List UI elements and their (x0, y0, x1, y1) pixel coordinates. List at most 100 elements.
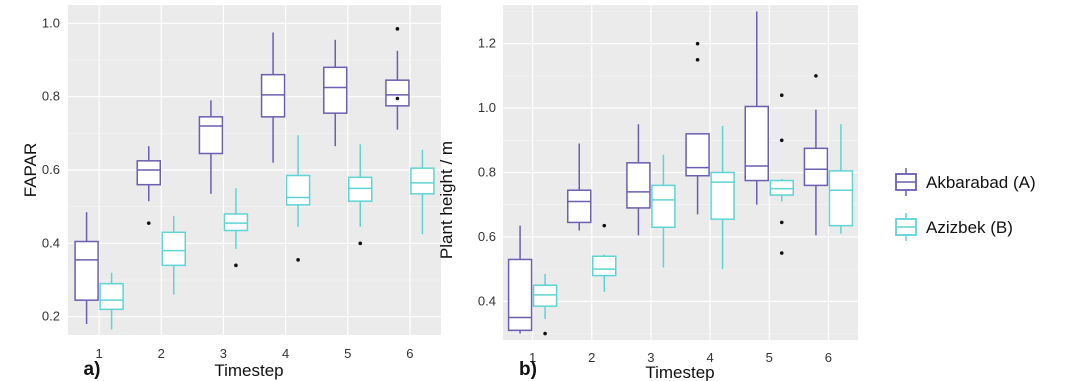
box-akbarabad (198, 100, 224, 194)
box-azizbek (161, 215, 186, 295)
outlier-point (358, 241, 363, 246)
y-tick-label: 0.8 (478, 165, 496, 180)
x-tick-label: 6 (825, 350, 832, 365)
box-akbarabad (803, 74, 829, 236)
box-iqr (285, 174, 311, 206)
x-tick-label: 2 (158, 346, 165, 361)
box-iqr (507, 258, 533, 332)
box-iqr (828, 170, 854, 227)
outlier-point (779, 251, 784, 255)
outlier-point (602, 223, 607, 228)
box-iqr (626, 162, 651, 209)
legend-item-akbarabad: Akbarabad (A) (895, 168, 1036, 196)
panel-label-b: b) (519, 359, 537, 380)
legend-label-azizbek: Azizbek (B) (926, 218, 1013, 237)
box-iqr (769, 179, 794, 196)
box-akbarabad (685, 41, 710, 215)
box-iqr (803, 147, 829, 187)
x-axis-title-b: Timestep (645, 363, 714, 381)
box-azizbek (828, 124, 854, 234)
box-akbarabad (626, 124, 651, 236)
box-akbarabad (385, 27, 410, 130)
outlier-point (779, 138, 784, 143)
outlier-point (814, 74, 818, 78)
box-azizbek (769, 93, 794, 255)
box-iqr (348, 176, 373, 202)
legend-key-azizbek (895, 213, 917, 241)
box-iqr (744, 105, 769, 182)
legend-label-akbarabad: Akbarabad (A) (926, 173, 1036, 192)
box-azizbek (99, 272, 124, 330)
y-tick-label: 0.8 (42, 89, 60, 104)
legend-key-akbarabad (895, 168, 917, 196)
x-tick-label: 3 (220, 346, 227, 361)
x-axis-title-a: Timestep (214, 361, 283, 380)
box-azizbek (710, 125, 735, 270)
box-azizbek (651, 154, 676, 268)
x-tick-label: 6 (406, 346, 413, 361)
box-azizbek (285, 135, 311, 262)
x-tick-label: 1 (529, 350, 536, 365)
y-tick-label: 1.0 (42, 15, 60, 30)
box-iqr (136, 160, 161, 186)
box-iqr (223, 213, 249, 232)
outlier-point (779, 93, 784, 97)
box-iqr (410, 167, 435, 195)
box-azizbek (592, 223, 617, 292)
box-iqr (260, 73, 286, 118)
y-tick-label: 1.2 (478, 36, 496, 51)
x-tick-label: 4 (706, 350, 713, 365)
outlier-point (695, 41, 700, 46)
y-tick-label: 0.6 (42, 162, 60, 177)
box-akbarabad (744, 11, 769, 205)
box-iqr (651, 184, 676, 229)
x-tick-label: 4 (282, 346, 289, 361)
outlier-point (395, 27, 400, 31)
outlier-point (234, 263, 238, 268)
outlier-point (779, 220, 784, 225)
legend-item-azizbek: Azizbek (B) (895, 213, 1013, 241)
outlier-point (543, 331, 547, 336)
box-iqr (323, 66, 348, 114)
box-iqr (710, 171, 735, 220)
box-iqr (161, 231, 186, 267)
outlier-point (296, 258, 300, 262)
outlier-point (395, 96, 400, 101)
box-akbarabad (567, 143, 592, 231)
box-akbarabad (507, 225, 533, 334)
box-iqr (99, 282, 124, 311)
x-tick-label: 5 (766, 350, 773, 365)
box-iqr (198, 116, 224, 155)
box-azizbek (532, 273, 558, 336)
x-tick-label: 3 (647, 350, 654, 365)
box-iqr (592, 255, 617, 277)
x-tick-label: 5 (344, 346, 351, 361)
box-akbarabad (136, 146, 161, 225)
y-tick-label: 0.4 (478, 293, 496, 308)
y-axis-title-a: FAPAR (21, 143, 40, 197)
panel-label-a: a) (84, 359, 101, 380)
legend: Akbarabad (A) Azizbek (B) (895, 168, 1036, 241)
y-tick-label: 0.6 (478, 229, 496, 244)
panel-a: 0.2 0.4 0.6 0.8 1.0 1 2 3 4 5 6 FAPAR Timestep a) (21, 5, 441, 380)
box-iqr (385, 79, 410, 107)
x-tick-label: 1 (95, 346, 102, 361)
box-akbarabad (74, 212, 99, 324)
box-akbarabad (323, 39, 348, 147)
outlier-point (695, 57, 700, 62)
y-tick-label: 0.2 (42, 309, 60, 324)
x-tick-label: 2 (588, 350, 595, 365)
box-azizbek (223, 188, 249, 268)
box-iqr (74, 240, 99, 301)
y-tick-label: 0.4 (42, 235, 60, 250)
outlier-point (146, 221, 151, 225)
box-iqr (567, 189, 592, 224)
box-akbarabad (260, 32, 286, 163)
y-tick-label: 1.0 (478, 100, 496, 115)
y-axis-title-b: Plant height / m (437, 141, 456, 259)
box-iqr (532, 284, 558, 307)
box-azizbek (410, 149, 435, 235)
box-iqr (685, 133, 710, 177)
